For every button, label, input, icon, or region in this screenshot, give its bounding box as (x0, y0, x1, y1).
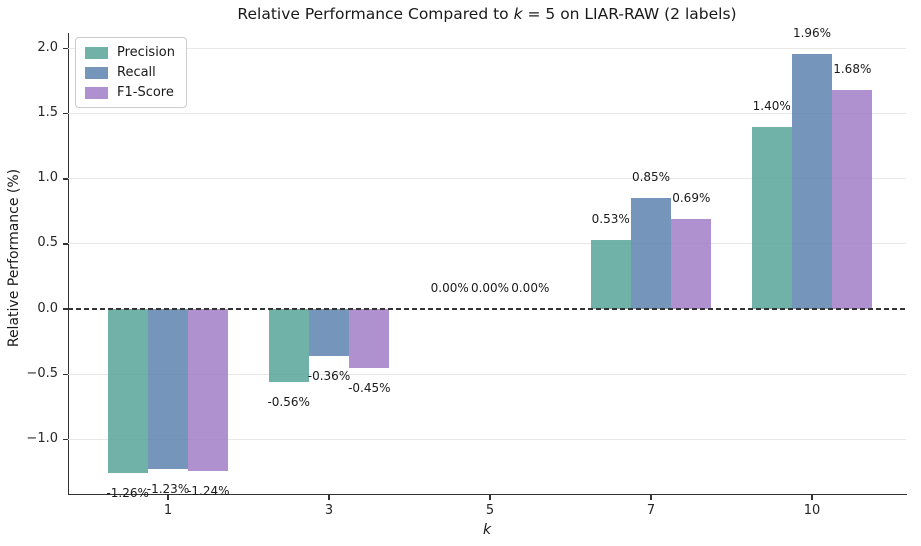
gridline-y1.0 (68, 178, 906, 180)
gridline-y−1.0 (68, 438, 906, 440)
x-axis-label: k (482, 522, 492, 538)
value-label-recall-k5: 0.00% (470, 281, 510, 296)
chart-title-prefix: Relative Performance Compared to (237, 5, 514, 23)
chart-title-suffix: on LIAR-RAW (2 labels) (555, 5, 737, 23)
x-tick-label-7: 7 (646, 503, 656, 518)
legend-item-f1-score: F1-Score (85, 85, 175, 100)
x-tick-label-3: 3 (324, 503, 334, 518)
bar-recall-k1 (147, 309, 189, 470)
bar-recall-k10 (791, 53, 833, 310)
legend-item-recall: Recall (85, 65, 175, 80)
y-tick-mark (62, 243, 68, 245)
y-tick-label: 2.0 (37, 40, 58, 56)
zero-reference-line (68, 308, 906, 310)
y-tick-label: −0.5 (26, 365, 58, 381)
chart-title: Relative Performance Compared to k = 5 o… (68, 5, 906, 23)
value-label-recall-k1: -1.23% (146, 482, 190, 497)
legend-swatch-recall (85, 66, 108, 79)
plot-area: -1.26% -0.56% 0.00% 0.53% 1.40% -1.23% -0.36% 0… (68, 26, 906, 500)
gridline-y2.0 (68, 48, 906, 50)
legend-item-precision: Precision (85, 45, 175, 60)
legend-label: Precision (117, 45, 176, 60)
y-tick-label: 0.5 (37, 235, 58, 251)
x-tick-label-1: 1 (163, 503, 173, 518)
y-tick-label: 0.0 (37, 300, 58, 316)
bar-precision-k10 (751, 126, 792, 310)
y-tick-mark (62, 373, 68, 375)
legend-swatch-f1-score (85, 86, 108, 99)
x-tick-mark (811, 495, 813, 500)
x-tick-mark (650, 495, 652, 500)
y-tick-label: 1.5 (37, 105, 58, 121)
gridline-y1.5 (68, 113, 906, 115)
legend-swatch-precision (85, 46, 108, 59)
value-label-precision-k7: 0.53% (591, 212, 630, 227)
value-label-f1-score-k1: -1.24% (187, 483, 230, 498)
bar-f1-score-k3 (349, 309, 390, 368)
legend-label: F1-Score (117, 85, 174, 100)
value-label-f1-score-k10: 1.68% (833, 62, 872, 77)
bar-f1-score-k1 (188, 309, 229, 471)
y-tick-label: 1.0 (37, 170, 58, 186)
value-label-precision-k5: 0.00% (430, 281, 469, 296)
y-tick-mark (62, 48, 68, 50)
gridline-y0.5 (68, 243, 906, 245)
x-tick-label-5: 5 (485, 503, 495, 518)
value-label-recall-k10: 1.96% (792, 25, 832, 40)
chart-title-k-symbol: k (513, 5, 523, 23)
y-tick-mark (62, 308, 68, 310)
legend-label: Recall (117, 65, 156, 80)
bar-recall-k3 (308, 309, 350, 356)
value-label-recall-k3: -0.36% (307, 368, 351, 383)
x-tick-mark (167, 495, 169, 500)
y-axis-spine (67, 33, 69, 494)
y-tick-mark (62, 113, 68, 115)
value-label-precision-k10: 1.40% (752, 98, 791, 113)
gridline-y−0.5 (68, 373, 906, 375)
bar-f1-score-k10 (832, 90, 873, 310)
bar-f1-score-k7 (671, 219, 712, 310)
bar-recall-k7 (630, 198, 672, 310)
value-label-recall-k7: 0.85% (631, 170, 671, 185)
chart-title-equals: = 5 (522, 5, 556, 23)
value-label-precision-k1: -1.26% (106, 486, 149, 501)
x-tick-mark (489, 495, 491, 500)
legend: Precision Recall F1-Score (75, 37, 188, 108)
y-tick-mark (62, 438, 68, 440)
x-axis-spine (67, 493, 907, 495)
value-label-precision-k3: -0.56% (267, 395, 310, 409)
bar-precision-k3 (268, 309, 309, 382)
bar-precision-k7 (590, 240, 631, 310)
x-tick-mark (328, 495, 330, 500)
value-label-f1-score-k3: -0.45% (348, 380, 391, 395)
y-tick-label: −1.0 (26, 430, 58, 446)
x-tick-label-10: 10 (803, 503, 821, 518)
value-label-f1-score-k7: 0.69% (672, 191, 711, 206)
bar-precision-k1 (107, 309, 148, 474)
y-tick-mark (62, 178, 68, 180)
value-label-f1-score-k5: 0.00% (511, 281, 550, 296)
